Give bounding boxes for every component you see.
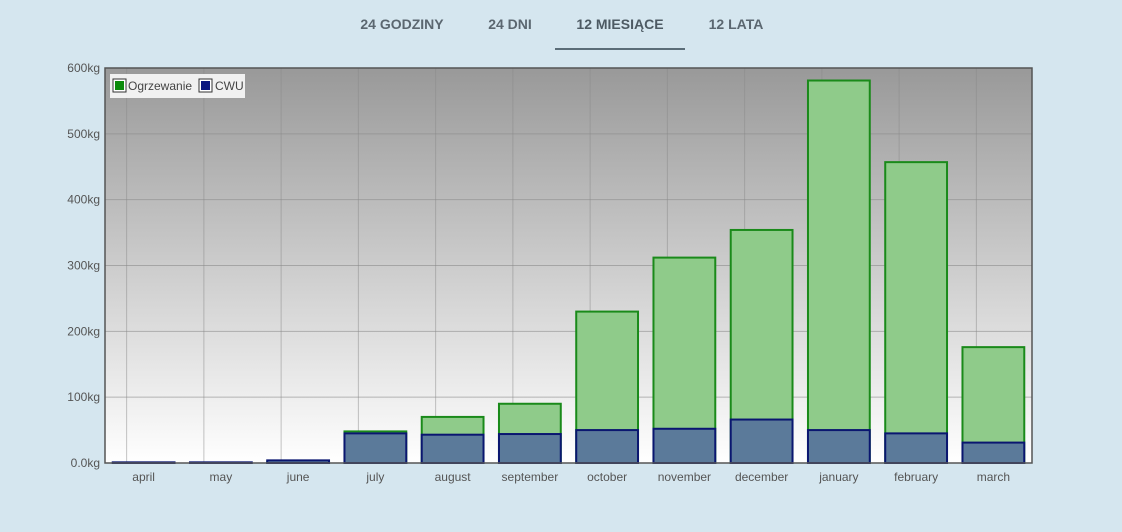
- plot-border: [104, 67, 1033, 464]
- legend-swatch-cwu: [201, 81, 210, 90]
- bar-cwu: [497, 433, 562, 464]
- legend-label-ogrzewanie: Ogrzewanie: [128, 79, 192, 93]
- bar-cwu: [884, 432, 949, 464]
- tab-12-months[interactable]: 12 MIESIĄCE: [555, 0, 685, 50]
- bar-cwu: [343, 432, 408, 464]
- x-tick-label: february: [894, 470, 938, 484]
- x-tick-label: september: [502, 470, 559, 484]
- x-tick-label: may: [210, 470, 233, 484]
- y-tick-label: 100kg: [67, 390, 100, 404]
- bar-cwu: [652, 427, 717, 464]
- y-axis: 0.0kg 100kg 200kg 300kg 400kg 500kg 600kg: [67, 61, 100, 470]
- y-tick-label: 0.0kg: [71, 456, 100, 470]
- x-tick-label: august: [435, 470, 472, 484]
- bar-ogrzewanie: [884, 161, 949, 464]
- period-tabs: 24 GODZINY 24 DNI 12 MIESIĄCE 12 LATA: [0, 0, 1122, 50]
- y-tick-label: 500kg: [67, 127, 100, 141]
- y-tick-label: 200kg: [67, 324, 100, 338]
- x-tick-label: december: [735, 470, 788, 484]
- bar-ogrzewanie: [806, 79, 871, 464]
- tab-24-hours[interactable]: 24 GODZINY: [360, 16, 444, 32]
- x-tick-label: march: [977, 470, 1010, 484]
- x-tick-label: june: [286, 470, 310, 484]
- legend-box: [110, 74, 245, 98]
- tab-12-years[interactable]: 12 LATA: [708, 16, 764, 32]
- y-tick-label: 400kg: [67, 193, 100, 207]
- legend: Ogrzewanie CWU: [110, 74, 245, 98]
- x-axis: april may june july august september october no…: [132, 470, 1010, 484]
- x-tick-label: october: [587, 470, 627, 484]
- bar-cwu: [575, 429, 640, 465]
- y-tick-label: 600kg: [67, 61, 100, 75]
- tab-24-days[interactable]: 24 DNI: [488, 16, 532, 32]
- bar-cwu: [961, 441, 1026, 465]
- bar-cwu: [729, 418, 794, 464]
- bar-cwu: [806, 429, 871, 465]
- y-tick-label: 300kg: [67, 259, 100, 273]
- legend-label-cwu: CWU: [215, 79, 244, 93]
- x-tick-label: november: [658, 470, 711, 484]
- legend-swatch-ogrzewanie: [115, 81, 124, 90]
- x-tick-label: january: [818, 470, 858, 484]
- x-tick-label: april: [132, 470, 155, 484]
- x-tick-label: july: [365, 470, 384, 484]
- bar-cwu: [420, 433, 485, 465]
